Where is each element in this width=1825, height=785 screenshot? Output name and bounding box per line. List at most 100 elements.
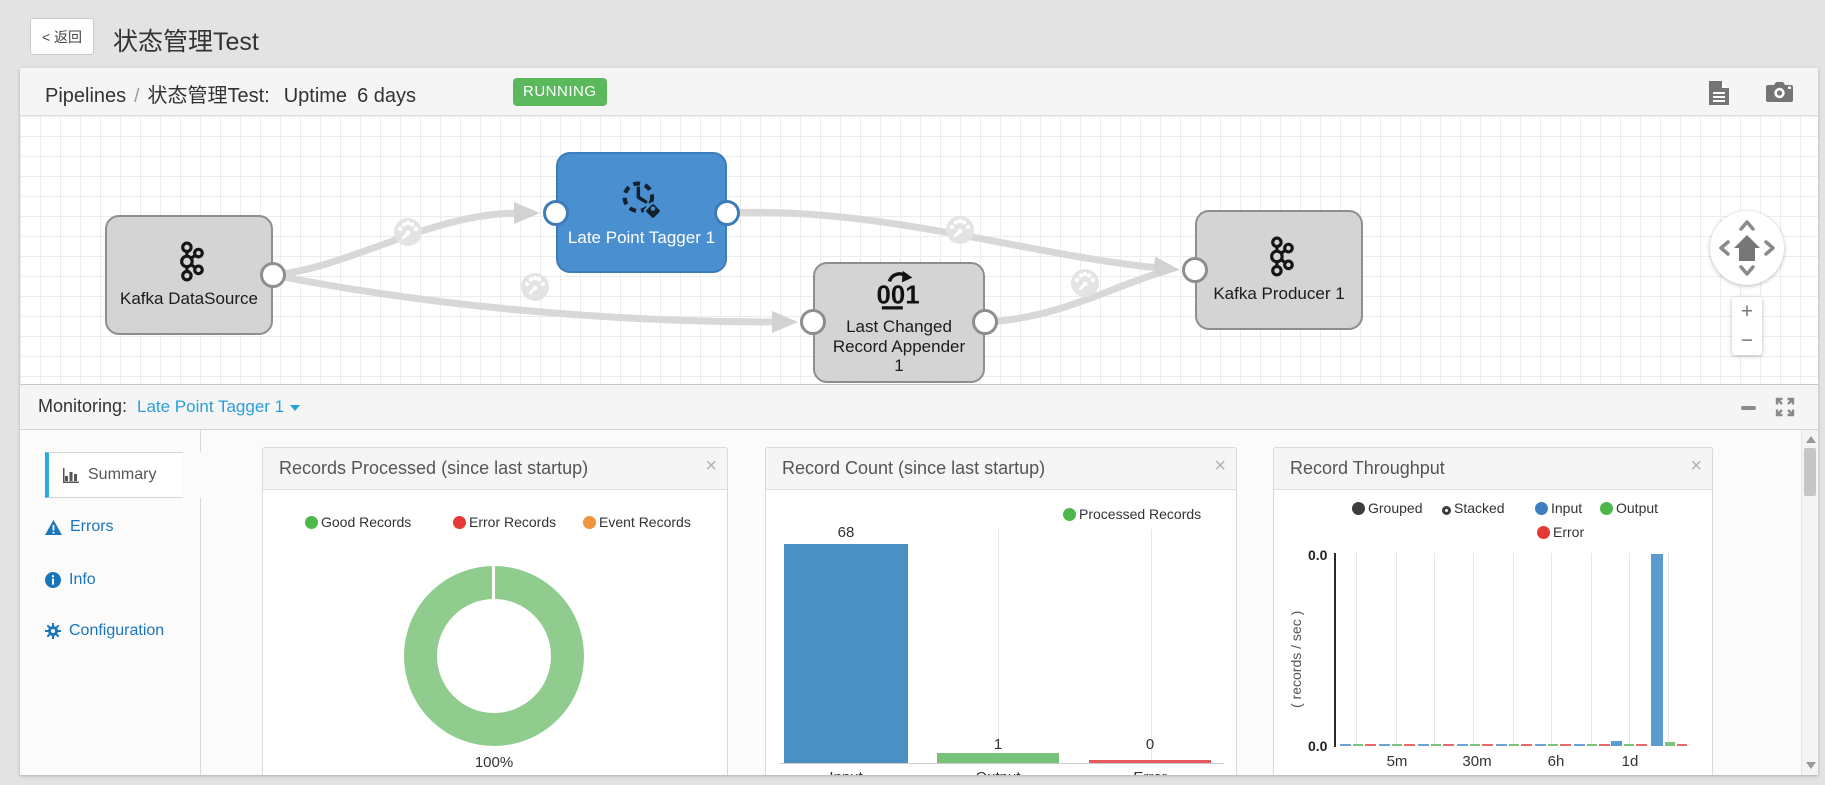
output-port[interactable] [714,200,740,226]
pipeline-app-window: Pipelines / 状态管理Test: Uptime 6 days RUNNING [20,68,1818,775]
node-last-changed-record-appender[interactable]: 001 Last Changed Record Appender 1 [813,262,985,383]
uptime-label: Uptime [283,85,348,107]
bar-input [784,544,908,763]
legend-event-records[interactable]: Event Records [583,514,691,530]
bar-output [937,753,1059,763]
throughput-bar [1509,744,1519,746]
monitoring-stage-selector[interactable]: Late Point Tagger 1 [137,397,301,417]
output-port[interactable] [972,309,998,335]
input-port[interactable] [1182,257,1208,283]
bar-chart-icon [63,467,79,483]
pan-arrows-home-icon [1719,220,1775,276]
donut-slice-gap [492,566,495,600]
info-icon [45,572,61,588]
x-axis-line [780,763,1224,764]
back-button[interactable]: < 返回 [30,18,94,55]
bar-value: 1 [993,736,1003,753]
tab-errors[interactable]: Errors [45,514,114,540]
legend-input[interactable]: Input [1535,500,1582,516]
gridline [1591,553,1592,746]
tab-configuration[interactable]: Configuration [45,618,164,644]
zoom-in-button[interactable]: + [1732,297,1762,326]
breadcrumb-pipelines-link[interactable]: Pipelines [45,85,127,107]
pipeline-canvas[interactable]: Kafka DataSource Late Point Tagger 1 001 [20,116,1818,385]
canvas-pan-control[interactable] [1710,211,1784,285]
panel-header: Record Count (since last startup) × [766,448,1236,490]
close-icon[interactable]: × [1690,455,1702,477]
throughput-bar [1599,744,1610,746]
vertical-scrollbar[interactable] [1801,430,1818,775]
throughput-bar [1624,744,1634,746]
edge-gauge-icon[interactable] [520,272,550,302]
mode-stacked-toggle[interactable]: Stacked [1442,500,1505,516]
x-tick-input: Input [806,769,886,775]
throughput-bar [1443,744,1454,746]
close-icon[interactable]: × [705,455,717,477]
snapshot-camera-icon[interactable] [1766,80,1793,106]
kafka-icon [180,241,204,282]
y-axis-line [1334,553,1336,747]
throughput-bar [1431,744,1441,746]
monitoring-label: Monitoring: [38,396,128,416]
legend-error-records[interactable]: Error Records [453,514,556,530]
throughput-bar [1404,744,1415,746]
scroll-up-arrow-icon[interactable] [1806,436,1816,443]
scroll-down-arrow-icon[interactable] [1806,762,1816,769]
scrollbar-thumb[interactable] [1804,448,1816,496]
orange-dot-icon [583,516,596,529]
canvas-zoom-control: + − [1732,297,1762,355]
throughput-bar [1392,744,1402,746]
edge-gauge-icon[interactable] [393,217,423,247]
throughput-bar [1379,744,1390,746]
throughput-bar [1365,744,1376,746]
throughput-bar [1353,744,1363,746]
legend-good-records[interactable]: Good Records [305,514,411,530]
output-port[interactable] [260,262,286,288]
legend-error[interactable]: Error [1537,524,1584,540]
legend-output[interactable]: Output [1600,500,1658,516]
chevron-down-icon [290,404,301,411]
legend-processed-records[interactable]: Processed Records [1063,506,1201,522]
node-label: Kafka DataSource [120,289,258,309]
panel-header: Records Processed (since last startup) × [263,448,727,490]
notes-icon[interactable] [1706,80,1732,106]
zoom-out-button[interactable]: − [1732,326,1762,355]
sidebar-divider [200,498,201,775]
sidebar-divider [200,430,201,452]
red-dot-icon [1537,526,1550,539]
throughput-bar [1482,744,1493,746]
edge-gauge-icon[interactable] [945,215,975,245]
tab-info[interactable]: Info [45,567,96,593]
mode-grouped-toggle[interactable]: Grouped [1352,500,1422,516]
edge-gauge-icon[interactable] [1070,268,1100,298]
breadcrumb-pipeline-name: 状态管理Test: [147,85,270,107]
x-tick-5m: 5m [1386,753,1408,770]
x-tick-6h: 6h [1547,753,1565,770]
gridline [1434,553,1435,746]
node-kafka-datasource[interactable]: Kafka DataSource [105,215,273,335]
input-port[interactable] [800,309,826,335]
throughput-bar [1457,744,1468,746]
status-badge: RUNNING [513,78,607,106]
throughput-bar [1470,744,1480,746]
throughput-bar [1677,744,1687,746]
close-icon[interactable]: × [1214,455,1226,477]
input-port[interactable] [543,200,569,226]
svg-text:001: 001 [877,282,920,310]
x-tick-1d: 1d [1621,753,1639,770]
green-dot-icon [1600,502,1613,515]
node-kafka-producer[interactable]: Kafka Producer 1 [1195,210,1363,330]
tab-summary[interactable]: Summary [45,452,183,498]
minimize-icon[interactable] [1741,406,1756,410]
panel-title: Record Count (since last startup) [782,458,1046,478]
throughput-bar-output [1665,742,1675,746]
throughput-bar [1496,744,1507,746]
node-label: Late Point Tagger 1 [567,227,716,247]
monitoring-content: Summary Errors Info [20,430,1818,775]
panel-records-processed: Records Processed (since last startup) ×… [262,447,728,775]
outline-dot-icon [1442,506,1451,515]
x-tick-error: Error [1110,769,1190,775]
expand-fullscreen-icon[interactable] [1774,396,1796,418]
node-late-point-tagger[interactable]: Late Point Tagger 1 [556,152,727,273]
throughput-bar [1560,744,1571,746]
